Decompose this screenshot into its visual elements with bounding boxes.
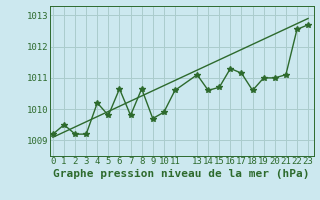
X-axis label: Graphe pression niveau de la mer (hPa): Graphe pression niveau de la mer (hPa) (53, 169, 310, 179)
